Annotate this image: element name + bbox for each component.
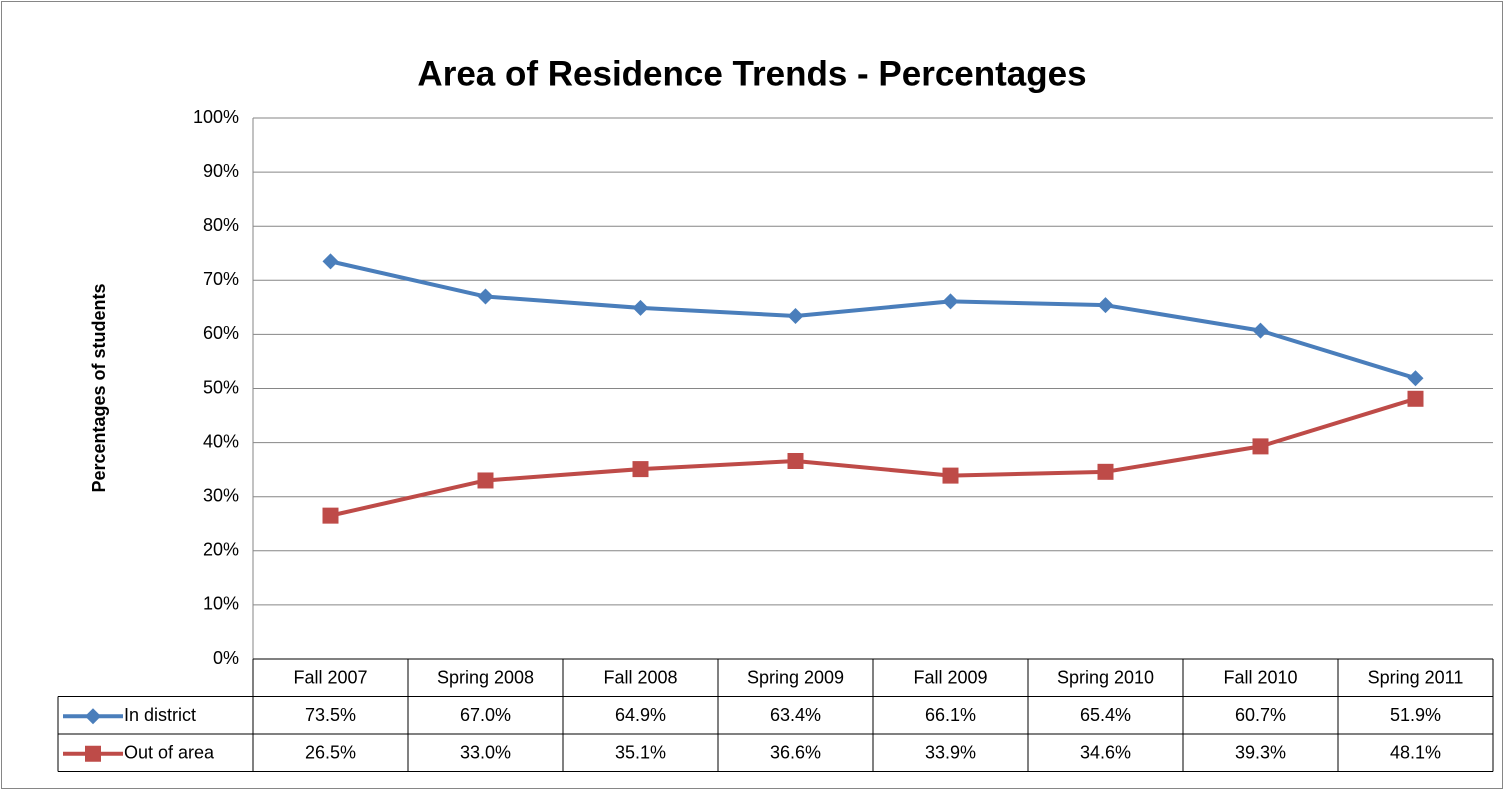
data-label: 64.9% (615, 705, 666, 725)
data-point (787, 452, 804, 469)
data-point (322, 253, 339, 270)
legend-marker (85, 745, 101, 762)
y-tick-label: 80% (203, 215, 239, 235)
data-point (1097, 463, 1114, 480)
data-point (1407, 370, 1424, 387)
series-line (330, 396, 1417, 518)
data-point (632, 461, 649, 478)
data-label: 66.1% (925, 705, 976, 725)
data-label: 35.1% (615, 743, 666, 763)
data-label: 39.3% (1235, 743, 1286, 763)
y-tick-label: 20% (203, 540, 239, 560)
data-label: 51.9% (1390, 705, 1441, 725)
data-label: 67.0% (460, 705, 511, 725)
y-tick-label: 10% (203, 594, 239, 614)
data-label: 48.1% (1390, 743, 1441, 763)
y-tick-label: 30% (203, 485, 239, 505)
data-label: 33.0% (460, 743, 511, 763)
series-line (330, 259, 1417, 381)
x-tick-label: Spring 2009 (747, 668, 844, 688)
data-point (477, 472, 494, 489)
y-tick-label: 50% (203, 377, 239, 397)
data-label: 65.4% (1080, 705, 1131, 725)
y-axis-label: Percentages of students (89, 283, 109, 492)
y-tick-label: 90% (203, 161, 239, 181)
data-point (477, 288, 494, 305)
data-point (632, 299, 649, 316)
data-point (1407, 390, 1424, 407)
data-point (1252, 322, 1269, 339)
data-label: 26.5% (305, 743, 356, 763)
data-point (787, 308, 804, 325)
x-tick-label: Fall 2010 (1223, 668, 1297, 688)
x-tick-label: Spring 2011 (1368, 668, 1464, 688)
legend-marker (85, 708, 101, 725)
x-tick-label: Spring 2010 (1057, 668, 1154, 688)
x-tick-label: Fall 2009 (913, 668, 987, 688)
legend-label: In district (124, 705, 196, 725)
y-tick-label: 100% (193, 107, 239, 127)
data-label: 34.6% (1080, 743, 1131, 763)
data-label: 60.7% (1235, 705, 1286, 725)
data-point (1252, 438, 1269, 455)
x-tick-label: Fall 2008 (603, 668, 677, 688)
chart-title: Area of Residence Trends - Percentages (417, 54, 1086, 93)
data-point (942, 467, 959, 484)
data-point (942, 293, 959, 310)
y-tick-label: 60% (203, 323, 239, 343)
x-tick-label: Spring 2008 (437, 668, 534, 688)
y-tick-label: 0% (213, 648, 239, 668)
y-tick-label: 40% (203, 431, 239, 451)
data-label: 36.6% (770, 743, 821, 763)
data-point (1097, 297, 1114, 314)
legend-label: Out of area (124, 743, 215, 763)
data-label: 63.4% (770, 705, 821, 725)
x-tick-label: Fall 2007 (293, 668, 367, 688)
data-label: 33.9% (925, 743, 976, 763)
data-point (322, 507, 339, 524)
y-tick-label: 70% (203, 269, 239, 289)
data-label: 73.5% (305, 705, 356, 725)
